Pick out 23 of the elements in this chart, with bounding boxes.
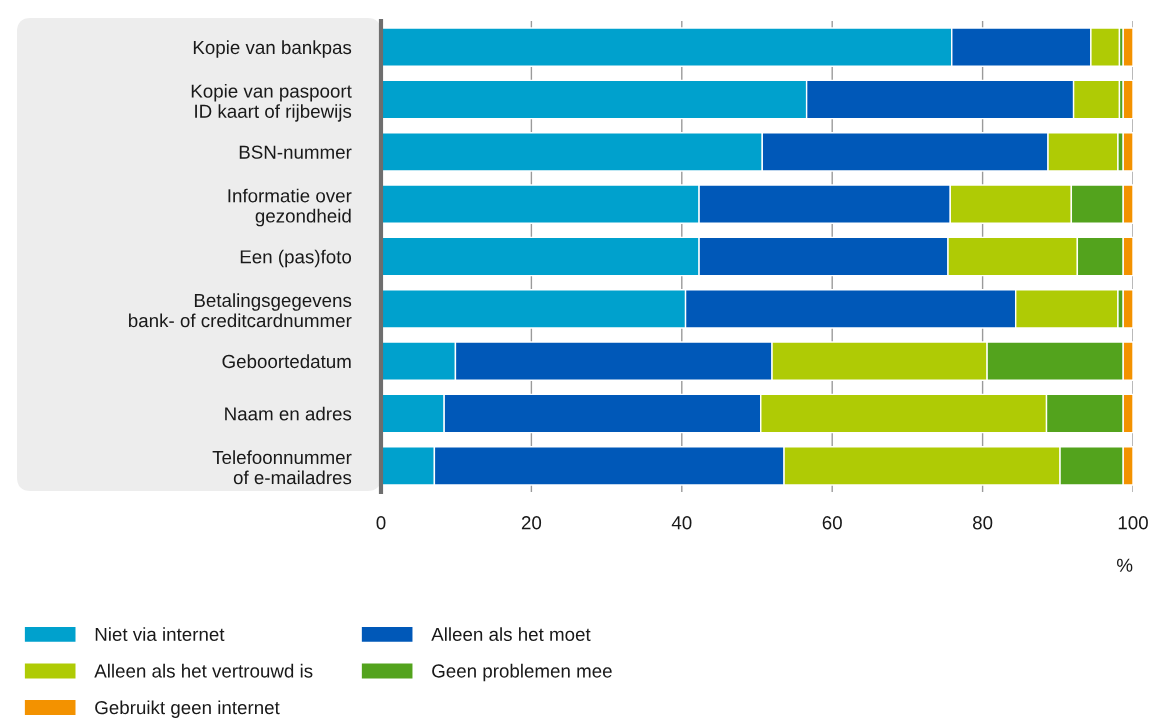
x-tick-label: 100 [1118,516,1148,530]
bar [1122,79,1133,120]
y-tick-label: Geboortedatum [222,354,351,369]
y-tick-label: Een (pas)foto [240,249,352,268]
y-tick-label: BSN-nummer [239,145,352,159]
y-tick-label: Naam en adres [225,406,352,421]
legend-label: Alleen als het moet [431,627,591,642]
y-tick-label: Kopie van bankpas [193,40,352,58]
y-tick-label: Telefoonnummer of e-mailadres [212,450,352,485]
bar [1122,27,1133,67]
x-tick-label: 0 [376,516,386,530]
y-tick-label: Kopie van paspoort ID kaart of rijbewijs [191,83,352,122]
legend-label: Geen problemen mee [432,663,612,682]
legend-label: Niet via internet [95,627,225,642]
y-tick-label: Betalingsgegevens bank- of creditcardnummer [129,293,352,328]
x-tick-label: 40 [671,516,692,530]
x-tick-label: 60 [822,516,842,530]
legend-label: Alleen als het vertrouwd is [94,663,313,678]
legend-label: Gebruikt geen internet [95,700,280,718]
y-tick-label: Informatie over gezondheid [228,188,352,227]
x-axis-title: % [1117,558,1133,572]
x-tick-label: 80 [972,516,993,530]
x-tick-label: 20 [521,516,542,530]
